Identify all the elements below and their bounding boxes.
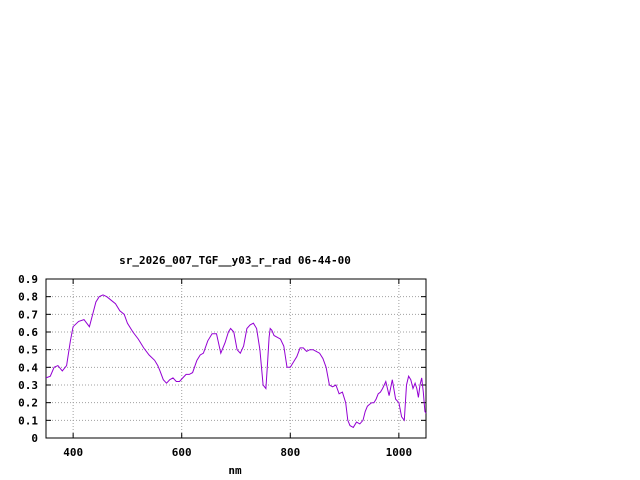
y-tick-label: 0.9	[18, 273, 38, 286]
y-tick-label: 0.1	[18, 414, 38, 427]
chart-title: sr_2026_007_TGF__y03_r_rad 06-44-00	[119, 254, 351, 267]
y-tick-label: 0.2	[18, 397, 38, 410]
plot-frame	[45, 278, 427, 439]
x-tick-label: 1000	[386, 446, 413, 459]
y-tick-label: 0	[31, 432, 38, 445]
x-tick-label: 800	[280, 446, 300, 459]
y-tick-label: 0.5	[18, 344, 38, 357]
y-tick-label: 0.3	[18, 379, 38, 392]
y-tick-label: 0.4	[18, 361, 38, 374]
x-tick-label: 600	[172, 446, 192, 459]
y-tick-label: 0.6	[18, 326, 38, 339]
grid-lines	[46, 279, 426, 438]
y-axis: 0 0.1 0.2 0.3 0.4 0.5 0.6 0.7 0.8 0.9	[18, 273, 426, 445]
x-axis-label: nm	[228, 464, 242, 477]
series-line-spectrum	[45, 294, 427, 429]
x-axis: 400 600 800 1000	[63, 279, 412, 459]
y-tick-label: 0.8	[18, 291, 38, 304]
y-tick-label: 0.7	[18, 308, 38, 321]
x-tick-label: 400	[63, 446, 83, 459]
